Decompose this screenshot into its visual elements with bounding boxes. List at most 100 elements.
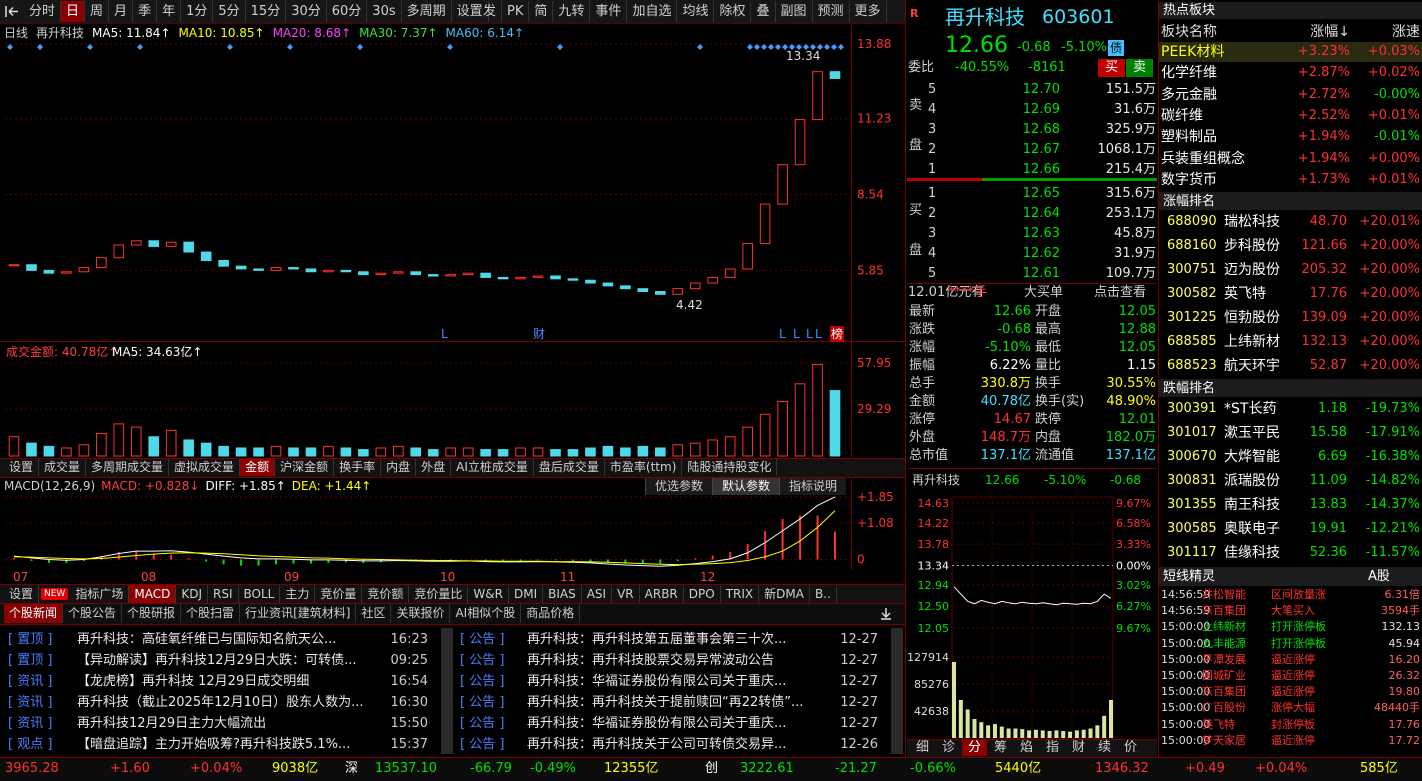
sprite-name[interactable]: 上纬新材 <box>1202 620 1246 634</box>
rank-name[interactable]: 步科股份 <box>1224 238 1280 254</box>
news-tab[interactable]: 个股扫雷 <box>181 604 241 623</box>
sector-name[interactable]: 碳纤维 <box>1161 107 1203 124</box>
rank-name[interactable]: 上纬新材 <box>1224 334 1280 350</box>
toolbar-button[interactable]: 加自选 <box>627 1 678 22</box>
sprite-name[interactable]: 井松智能 <box>1202 588 1246 601</box>
rank-name[interactable]: *ST长药 <box>1224 401 1277 417</box>
sprite-name[interactable]: 国城矿业 <box>1202 669 1246 682</box>
sector-name[interactable]: 兵装重组概念 <box>1161 150 1245 167</box>
news-title[interactable]: 再升科技：华福证券股份有限公司关于重庆... <box>527 674 787 689</box>
indicator-tab[interactable]: TRIX <box>721 585 760 603</box>
indicator-tab[interactable]: 内盘 <box>381 459 417 476</box>
toolbar-button[interactable]: 15分 <box>246 1 287 22</box>
event-marker[interactable]: 榜 <box>830 326 845 342</box>
big-order[interactable]: 点击查看 <box>1094 285 1147 300</box>
toolbar-button[interactable]: 5分 <box>213 1 246 22</box>
toolbar-button[interactable]: 日 <box>61 1 86 22</box>
toolbar-button[interactable]: 事件 <box>590 1 628 22</box>
indicator-tab[interactable]: 成交量 <box>39 459 87 476</box>
indicator-tab[interactable]: 陆股通持股变化 <box>682 459 778 476</box>
mini-tab[interactable]: 财 <box>1072 740 1086 755</box>
indicator-tab[interactable]: VR <box>612 585 640 603</box>
rank-name[interactable]: 漱玉平民 <box>1224 425 1280 441</box>
rank-name[interactable]: 佳缘科技 <box>1224 545 1280 561</box>
indicator-tab[interactable]: 盘后成交量 <box>534 459 605 476</box>
indicator-tab[interactable]: 换手率 <box>334 459 382 476</box>
news-title[interactable]: 【异动解读】再升科技12月29日大跌：可转债... <box>77 653 357 668</box>
sprite-name[interactable]: 东百集团 <box>1202 604 1246 618</box>
mini-tab[interactable]: 细 <box>916 740 930 755</box>
news-title[interactable]: 再升科技：再升科技股票交易异常波动公告 <box>527 653 775 668</box>
toolbar-button[interactable]: 30s <box>367 1 402 22</box>
sector-name[interactable]: PEEK材料 <box>1161 44 1225 60</box>
indicator-tab[interactable]: 沪深金额 <box>275 459 335 476</box>
toolbar-button[interactable]: 分时 <box>24 1 62 22</box>
mini-tab[interactable]: 诊 <box>942 740 956 755</box>
news-title[interactable]: 【暗盘追踪】主力开始吸筹?再升科技跌5.1%... <box>77 737 351 752</box>
sector-name[interactable]: 数字货币 <box>1161 171 1217 188</box>
indicator-tab[interactable]: ARBR <box>640 585 684 603</box>
sector-name[interactable]: 多元金融 <box>1161 86 1217 103</box>
toolbar-button[interactable]: 预测 <box>813 1 850 22</box>
rank-name[interactable]: 航天环宇 <box>1224 358 1280 374</box>
indicator-tab[interactable]: 外盘 <box>416 459 452 476</box>
toolbar-button[interactable]: PK <box>502 1 530 22</box>
indicator-tab[interactable]: KDJ <box>176 585 208 603</box>
sprite-name[interactable]: 广百股份 <box>1202 701 1246 715</box>
indicator-tab[interactable]: 金额 <box>240 459 276 476</box>
rank-name[interactable]: 大烨智能 <box>1224 449 1280 465</box>
macd-button[interactable]: 优选参数 <box>645 478 712 495</box>
indicator-tab[interactable]: BIAS <box>543 585 582 603</box>
toolbar-button[interactable]: 叠 <box>751 1 776 22</box>
indicator-tab[interactable]: 指标广场 <box>70 585 130 603</box>
event-marker[interactable]: L <box>806 327 813 341</box>
news-title[interactable]: 再升科技：再升科技关于公司可转债交易异... <box>527 737 787 752</box>
indicator-tab[interactable]: 设置 <box>4 585 40 603</box>
toolbar-button[interactable]: 简 <box>529 1 554 22</box>
rank-name[interactable]: 派瑞股份 <box>1224 473 1280 489</box>
toolbar-button[interactable]: 除权 <box>714 1 752 22</box>
toolbar-button[interactable]: 均线 <box>677 1 715 22</box>
toolbar-button[interactable]: 多周期 <box>402 1 452 22</box>
toolbar-button[interactable]: 设置 <box>452 1 489 22</box>
sector-name[interactable]: 塑料制品 <box>1161 129 1217 146</box>
indicator-tab[interactable]: ASI <box>582 585 613 603</box>
event-marker[interactable]: L <box>779 327 786 341</box>
news-title[interactable]: 再升科技：华福证券股份有限公司关于重庆... <box>527 716 787 731</box>
mini-tab[interactable]: 分 <box>962 740 988 756</box>
mini-tab[interactable]: 筹 <box>994 740 1008 755</box>
news-tab[interactable]: 个股新闻 <box>4 604 64 623</box>
mini-tab[interactable]: 焰 <box>1020 740 1034 755</box>
toolbar-button[interactable]: 九转 <box>553 1 591 22</box>
news-title[interactable]: 再升科技：再升科技关于提前赎回“再22转债”... <box>527 695 804 710</box>
toolbar-button[interactable]: 年 <box>157 1 182 22</box>
sprite-name[interactable]: 平潭发展 <box>1202 652 1246 666</box>
rank-name[interactable]: 恒勃股份 <box>1224 310 1280 326</box>
indicator-tab[interactable]: 虚拟成交量 <box>169 459 241 476</box>
news-tab[interactable]: 商品价格 <box>521 604 581 623</box>
indicator-tab[interactable]: 新DMA <box>759 585 810 603</box>
indicator-tab[interactable]: 设置 <box>4 459 40 476</box>
rank-name[interactable]: 迈为股份 <box>1224 262 1280 278</box>
news-title[interactable]: 再升科技：再升科技第五届董事会第三十次... <box>527 632 787 647</box>
buy-button[interactable]: 买 <box>1098 59 1126 77</box>
market-select[interactable]: A股 <box>1368 569 1390 584</box>
toolbar-button[interactable]: 月 <box>109 1 134 22</box>
sprite-name[interactable]: 九丰能源 <box>1202 636 1246 650</box>
indicator-tab[interactable]: AI立桩成交量 <box>451 459 534 476</box>
bond-badge[interactable]: 债 <box>1108 40 1125 56</box>
indicator-tab[interactable]: W&R <box>468 585 509 603</box>
indicator-tab[interactable]: 竞价量比 <box>409 585 469 603</box>
toolbar-button[interactable]: 周 <box>85 1 110 22</box>
toolbar-button[interactable]: 1分 <box>181 1 214 22</box>
sprite-name[interactable]: 梦天家居 <box>1202 733 1246 747</box>
indicator-tab[interactable]: 竞价额 <box>362 585 410 603</box>
event-marker[interactable]: L <box>793 327 800 341</box>
indicator-tab[interactable]: B.. <box>810 585 837 603</box>
indicator-tab[interactable]: 竞价量 <box>315 585 363 603</box>
indicator-tab[interactable]: RSI <box>208 585 239 603</box>
toolbar-button[interactable]: 30分 <box>286 1 327 22</box>
news-tab[interactable]: 个股研报 <box>122 604 182 623</box>
news-title[interactable]: 再升科技（截止2025年12月10日）股东人数为... <box>77 695 364 710</box>
news-title[interactable]: 【龙虎榜】再升科技 12月29日成交明细 <box>77 674 310 689</box>
